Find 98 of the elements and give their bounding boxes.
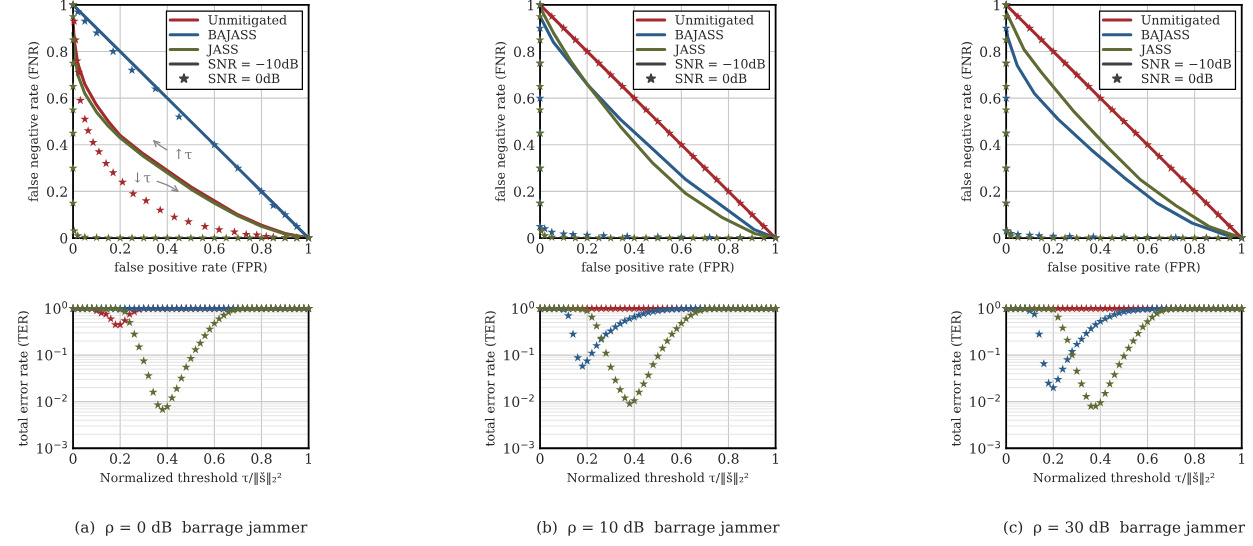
y-tick-label: 0.2 — [514, 186, 534, 197]
annotation: ↓τ — [134, 172, 151, 183]
legend-label: JASS — [206, 44, 238, 57]
x-tick-label: 0.2 — [1043, 453, 1063, 464]
y-tick-label: 0.8 — [47, 46, 68, 58]
x-tick-label: 0.6 — [1137, 243, 1158, 254]
x-tick-label: 0.2 — [110, 243, 130, 254]
y-tick-label: 0.2 — [47, 186, 67, 197]
y-tick-label: 1 — [994, 0, 1000, 11]
x-tick-label: 1 — [772, 243, 779, 254]
y-axis-title: false negative rate (FNR) — [961, 42, 974, 202]
y-tick-label: 10$^{0}$ — [978, 301, 1001, 314]
x-tick-label: 1 — [1239, 453, 1245, 464]
text: (a) ρ = 0 dB barrage jammer — [75, 520, 308, 536]
x-tick-label: 1 — [772, 453, 779, 464]
x-tick-label: 0.6 — [671, 453, 692, 464]
x-tick-label: 0.4 — [157, 243, 178, 254]
y-axis-title: total error rate (TER) — [17, 311, 30, 447]
x-axis-title: false positive rate (FPR) — [1047, 261, 1200, 275]
legend-label: JASS — [673, 44, 705, 57]
y-tick-label: 10$^{−2}$ — [37, 394, 67, 408]
x-tick-label: 0.6 — [204, 243, 225, 254]
y-tick-label: 0.8 — [980, 46, 1001, 58]
x-tick-label: 0.6 — [204, 453, 225, 464]
x-tick-label: 0 — [536, 243, 544, 254]
y-tick-label: 10$^{−1}$ — [37, 347, 67, 361]
y-tick-label: 10$^{−3}$ — [970, 440, 1001, 454]
legend-label: SNR = 0dB — [1141, 73, 1213, 84]
y-tick-label: 0.6 — [980, 93, 1001, 104]
x-tick-label: 0.8 — [718, 453, 739, 464]
x-tick-label: 0.8 — [718, 243, 739, 254]
legend-label: SNR = −10dB — [208, 58, 298, 69]
y-tick-label: 0.4 — [47, 139, 68, 151]
x-tick-label: 0.2 — [1043, 243, 1063, 254]
y-axis-title: total error rate (TER) — [951, 311, 963, 447]
text: (c) ρ = 30 dB barrage jammer — [1004, 520, 1246, 536]
y-tick-label: 0.6 — [47, 93, 68, 104]
legend-label: SNR = −10dB — [675, 58, 765, 69]
x-axis-title: Normalized threshold τ/‖š‖₂² — [567, 472, 749, 486]
x-tick-label: 0.8 — [1184, 243, 1205, 254]
y-tick-label: 0 — [993, 233, 1001, 244]
legend-label: Unmitigated — [208, 14, 287, 28]
y-tick-label: 10$^{−2}$ — [970, 394, 1000, 408]
text: (b) ρ = 10 dB barrage jammer — [537, 520, 780, 536]
y-tick-label: 10$^{0}$ — [512, 301, 535, 314]
x-tick-label: 0 — [69, 453, 77, 464]
legend-label: BAJASS — [675, 29, 723, 42]
x-tick-label: 0.6 — [1137, 453, 1158, 464]
y-tick-label: 10$^{−1}$ — [970, 347, 1000, 361]
x-tick-label: 0.6 — [671, 243, 692, 254]
x-tick-label: 0.8 — [1184, 453, 1205, 464]
x-tick-label: 0.4 — [624, 243, 645, 254]
x-tick-label: 0.4 — [1090, 453, 1111, 464]
y-axis-title: false negative rate (FNR) — [28, 42, 41, 202]
y-tick-label: 10$^{0}$ — [45, 301, 68, 314]
legend-label: BAJASS — [208, 29, 256, 42]
x-axis-title: false positive rate (FPR) — [581, 261, 734, 275]
x-tick-label: 0.8 — [251, 453, 272, 464]
x-tick-label: 0.2 — [577, 243, 597, 254]
legend-label: SNR = 0dB — [208, 73, 280, 84]
x-tick-label: 0 — [69, 243, 77, 254]
x-tick-label: 1 — [305, 243, 312, 254]
y-tick-label: 0.4 — [980, 139, 1001, 151]
x-axis-title: false positive rate (FPR) — [114, 261, 267, 275]
x-tick-label: 0.4 — [157, 453, 178, 464]
y-axis-title: false negative rate (FNR) — [495, 42, 508, 202]
y-tick-label: 1 — [528, 0, 534, 11]
x-tick-label: 0.4 — [1090, 243, 1111, 254]
x-tick-label: 0.2 — [577, 453, 597, 464]
legend-label: BAJASS — [1141, 29, 1190, 42]
y-tick-label: 0 — [60, 233, 68, 244]
x-tick-label: 0.4 — [624, 453, 645, 464]
y-tick-label: 0.6 — [514, 93, 535, 104]
y-tick-label: 1 — [61, 0, 67, 11]
x-axis-title: Normalized threshold τ/‖š‖₂² — [1033, 472, 1215, 486]
x-tick-label: 0 — [536, 453, 544, 464]
y-tick-label: 0.2 — [980, 186, 1000, 197]
x-tick-label: 0 — [1002, 453, 1010, 464]
y-tick-label: 0.4 — [514, 139, 535, 151]
x-tick-label: 0.8 — [251, 243, 272, 254]
legend-label: SNR = 0dB — [675, 73, 747, 84]
y-tick-label: 10$^{−1}$ — [504, 347, 534, 361]
y-axis-title: total error rate (TER) — [484, 311, 497, 447]
annotation: ↑τ — [175, 148, 192, 160]
y-tick-label: 0.8 — [514, 46, 535, 58]
x-tick-label: 0 — [1002, 243, 1010, 254]
y-tick-label: 0 — [527, 233, 535, 244]
y-tick-label: 10$^{−3}$ — [504, 440, 534, 454]
x-tick-label: 1 — [305, 453, 312, 464]
legend-label: JASS — [1139, 44, 1171, 57]
y-tick-label: 10$^{−3}$ — [37, 440, 67, 454]
legend-label: Unmitigated — [1141, 14, 1220, 28]
legend-label: Unmitigated — [675, 14, 754, 28]
y-tick-label: 10$^{−2}$ — [504, 394, 534, 408]
x-axis-title: Normalized threshold τ/‖š‖₂² — [100, 472, 282, 486]
legend-label: SNR = −10dB — [1141, 58, 1231, 69]
x-tick-label: 0.2 — [110, 453, 130, 464]
x-tick-label: 1 — [1239, 243, 1245, 254]
